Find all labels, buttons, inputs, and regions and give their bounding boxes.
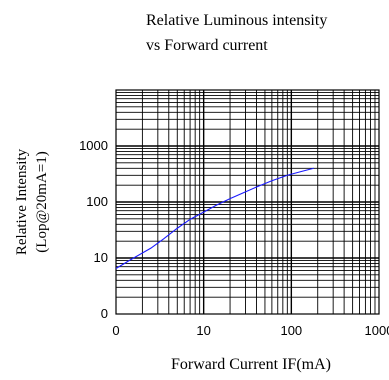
chart-title-line1: Relative Luminous intensity [146, 12, 327, 29]
plot-frame [115, 89, 380, 315]
plot-grid [116, 90, 379, 314]
y-tick-label: 100 [86, 194, 108, 209]
x-tick-label: 10 [196, 323, 210, 338]
x-tick-labels: 0 10 100 1000 [112, 323, 389, 338]
y-tick-label: 0 [101, 306, 108, 321]
x-tick-label: 0 [112, 323, 119, 338]
x-tick-label: 100 [280, 323, 302, 338]
y-axis-label-line1: Relative Intensity [14, 148, 30, 255]
x-tick-label: 1000 [365, 323, 389, 338]
y-tick-label: 10 [94, 250, 108, 265]
chart-title-line2: vs Forward current [146, 37, 268, 54]
y-tick-label: 1000 [79, 138, 108, 153]
x-axis-label: Forward Current IF(mA) [171, 356, 331, 373]
y-tick-labels: 0 10 100 1000 [79, 138, 108, 321]
y-axis-label-line2: (Lop@20mA=1) [34, 151, 50, 252]
series-line [115, 167, 314, 269]
